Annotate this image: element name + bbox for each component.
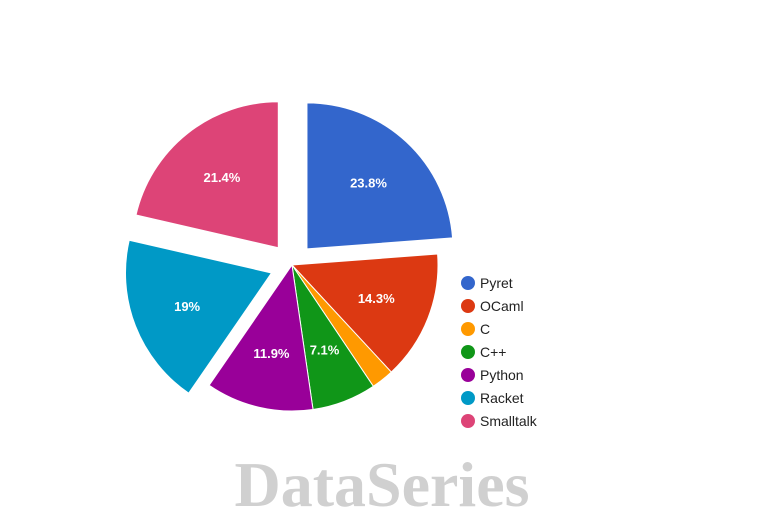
legend-swatch-python [461, 368, 475, 382]
legend-swatch-racket [461, 391, 475, 405]
slice-label-cpp: 7.1% [310, 342, 340, 357]
legend-label-smalltalk: Smalltalk [480, 413, 538, 429]
legend-swatch-ocaml [461, 299, 475, 313]
pie-slices [125, 101, 454, 412]
pie-slice-python [208, 263, 314, 412]
legend-label-cpp: C++ [480, 344, 506, 360]
legend: Pyret OCaml C C++ Python Racket Smalltalk [461, 275, 538, 429]
slice-label-python: 11.9% [253, 346, 290, 361]
legend-swatch-pyret [461, 276, 475, 290]
watermark: DataSeries [234, 449, 530, 520]
pie-slice-pyret [306, 102, 454, 250]
slice-label-smalltalk: 21.4% [203, 170, 240, 185]
pie-slice-smalltalk [135, 101, 279, 249]
legend-swatch-smalltalk [461, 414, 475, 428]
pie-slice-labels: 23.8% 14.3% 7.1% 11.9% 19% 21.4% [174, 170, 395, 361]
legend-label-python: Python [480, 367, 524, 383]
pie-slice-racket [125, 239, 273, 394]
pie-slice-ocaml [290, 253, 439, 373]
legend-swatch-c [461, 322, 475, 336]
slice-label-racket: 19% [174, 299, 200, 314]
legend-label-ocaml: OCaml [480, 298, 524, 314]
legend-label-pyret: Pyret [480, 275, 513, 291]
legend-label-c: C [480, 321, 490, 337]
legend-label-racket: Racket [480, 390, 524, 406]
slice-label-pyret: 23.8% [350, 175, 387, 190]
slice-label-ocaml: 14.3% [358, 291, 395, 306]
legend-swatch-cpp [461, 345, 475, 359]
